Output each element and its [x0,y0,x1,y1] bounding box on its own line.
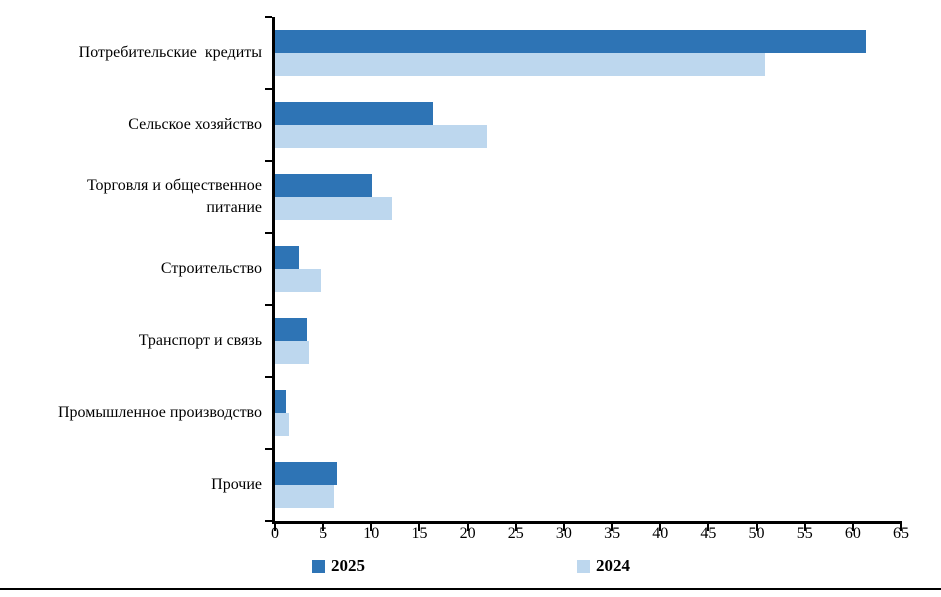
x-axis-tick [755,521,758,531]
bar-2025 [275,174,373,197]
x-axis-tick-label: 45 [700,525,717,542]
y-axis-tick [265,232,272,234]
category-label: Транспорт и связь [138,332,262,350]
x-axis-tick-label: 65 [893,525,909,542]
x-axis-tick-label: 25 [507,525,524,542]
bar-2025 [275,318,307,341]
x-axis-tick [466,521,469,531]
bar-2025 [275,30,867,53]
category-label: Торговля и общественное питание [86,177,262,216]
bar-2024 [275,341,309,364]
x-axis-tick [803,521,806,531]
category-label: Потребительские кредиты [78,44,262,62]
legend-label: 2025 [331,556,365,575]
legend-label: 2024 [596,556,630,575]
bar-2024 [275,53,766,76]
x-axis-tick-label: 55 [796,525,813,542]
x-axis-tick-label: 15 [411,525,428,542]
bar-group [275,17,901,89]
y-axis-tick [265,304,272,306]
legend-item-2024: 2024 [577,556,630,576]
bar-2025 [275,390,286,413]
category-label: Сельское хозяйство [128,116,262,134]
bar-group [275,233,901,305]
bar-2024 [275,413,290,436]
y-axis-tick [265,376,272,378]
legend-swatch-2025 [312,559,325,573]
bar-2025 [275,246,300,269]
x-axis-tick [322,521,325,531]
x-axis-tick-label: 30 [555,525,572,542]
x-axis-tick [562,521,565,531]
x-axis-tick-label: 0 [271,525,279,542]
bar-2024 [275,125,487,148]
category-label: Прочие [211,476,262,494]
y-axis-tick [265,448,272,450]
x-axis-tick-label: 20 [459,525,476,542]
y-axis-tick [265,160,272,162]
bar-2025 [275,462,337,485]
x-axis-tick [274,521,276,531]
x-axis-tick [659,521,662,531]
bar-2024 [275,197,393,220]
category-label: Промышленное производство [57,404,262,422]
legend-item-2025: 2025 [312,556,365,576]
bar-2024 [275,485,334,508]
bar-2024 [275,269,322,292]
legend-swatch-2024 [577,559,590,573]
x-axis-tick-label: 50 [748,525,765,542]
y-axis-tick [265,16,272,18]
x-axis-tick [418,521,421,531]
x-axis-tick-label: 60 [844,525,861,542]
plot-area: 0 5 10 15 20 25 30 35 40 45 50 55 60 65 [265,16,909,542]
x-axis-tick-label: 35 [604,525,621,542]
x-axis-tick [900,521,902,531]
bar-2025 [275,102,433,125]
bar-group [275,449,901,521]
x-axis-tick [611,521,614,531]
y-axis-tick [265,88,272,90]
x-axis-tick [851,521,854,531]
x-axis-tick-label: 5 [319,525,328,542]
x-axis-tick [370,521,373,531]
x-axis-tick [514,521,517,531]
y-axis-tick [265,520,272,522]
bottom-rule [0,588,941,590]
bar-group [275,305,901,377]
x-axis-tick-label: 10 [363,525,380,542]
bar-group [275,377,901,449]
bar-group [275,161,901,233]
category-label: Строительство [160,260,262,278]
x-axis-tick-label: 40 [652,525,669,542]
bar-group [275,89,901,161]
x-axis-tick [707,521,710,531]
